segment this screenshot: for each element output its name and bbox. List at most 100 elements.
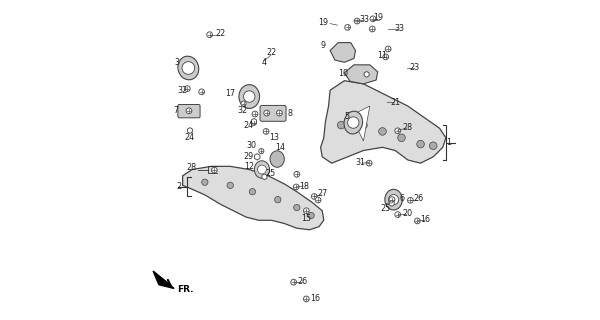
- Polygon shape: [364, 71, 369, 77]
- Text: 1: 1: [446, 138, 451, 147]
- Circle shape: [389, 197, 395, 203]
- Circle shape: [311, 194, 317, 199]
- Circle shape: [185, 86, 190, 92]
- Circle shape: [395, 212, 401, 217]
- Circle shape: [359, 121, 367, 129]
- Text: 22: 22: [266, 48, 277, 57]
- Text: 28: 28: [187, 164, 197, 172]
- Text: 24: 24: [244, 121, 254, 130]
- Circle shape: [398, 134, 406, 142]
- Text: 31: 31: [356, 158, 366, 167]
- Text: 15: 15: [301, 214, 311, 223]
- Polygon shape: [187, 128, 193, 133]
- Polygon shape: [344, 65, 378, 84]
- Circle shape: [293, 204, 300, 211]
- Text: 11: 11: [377, 52, 388, 60]
- Circle shape: [337, 121, 345, 129]
- Text: 16: 16: [421, 215, 430, 224]
- Text: 4: 4: [262, 58, 267, 67]
- Text: 18: 18: [299, 181, 309, 190]
- Ellipse shape: [385, 189, 403, 210]
- Text: 19: 19: [374, 13, 384, 22]
- Text: 25: 25: [266, 169, 276, 178]
- Polygon shape: [351, 106, 370, 141]
- Text: 19: 19: [318, 19, 328, 28]
- Circle shape: [370, 16, 376, 22]
- Circle shape: [264, 110, 269, 116]
- Text: 28: 28: [402, 123, 412, 132]
- Text: FR.: FR.: [177, 285, 194, 294]
- Text: 3: 3: [175, 58, 179, 67]
- Polygon shape: [251, 118, 256, 124]
- Circle shape: [345, 25, 350, 30]
- Polygon shape: [330, 43, 356, 62]
- Circle shape: [207, 32, 212, 37]
- Circle shape: [186, 108, 192, 114]
- Circle shape: [389, 195, 398, 205]
- Circle shape: [354, 18, 360, 24]
- Circle shape: [257, 165, 266, 174]
- Polygon shape: [262, 174, 267, 180]
- Circle shape: [199, 89, 205, 95]
- Text: 24: 24: [185, 133, 195, 142]
- Circle shape: [415, 218, 420, 224]
- Text: 32: 32: [178, 86, 188, 95]
- Circle shape: [407, 197, 413, 203]
- Circle shape: [304, 296, 309, 302]
- Circle shape: [293, 184, 299, 190]
- Circle shape: [379, 128, 386, 135]
- Circle shape: [251, 120, 257, 125]
- Circle shape: [211, 167, 217, 173]
- Text: 29: 29: [244, 152, 254, 161]
- Text: 10: 10: [338, 69, 348, 78]
- Ellipse shape: [270, 151, 284, 167]
- Text: 27: 27: [317, 189, 328, 198]
- Polygon shape: [153, 271, 174, 288]
- Text: 12: 12: [244, 163, 254, 172]
- Circle shape: [244, 91, 255, 102]
- Text: 8: 8: [287, 108, 292, 117]
- Circle shape: [395, 128, 401, 134]
- Circle shape: [417, 140, 424, 148]
- Ellipse shape: [239, 85, 260, 108]
- Text: 25: 25: [380, 204, 390, 213]
- Circle shape: [277, 110, 282, 116]
- Polygon shape: [254, 154, 260, 160]
- Text: 21: 21: [390, 98, 400, 107]
- Circle shape: [315, 197, 321, 203]
- Text: 23: 23: [410, 63, 420, 72]
- FancyBboxPatch shape: [178, 105, 200, 118]
- Text: 2: 2: [176, 182, 181, 191]
- Circle shape: [308, 212, 314, 219]
- Polygon shape: [389, 201, 394, 206]
- Circle shape: [249, 188, 256, 195]
- Text: 20: 20: [402, 209, 412, 218]
- Text: 33: 33: [394, 24, 404, 33]
- Text: 26: 26: [298, 277, 308, 286]
- Text: 6: 6: [399, 194, 404, 203]
- Circle shape: [259, 148, 264, 154]
- Text: 26: 26: [413, 194, 423, 203]
- Circle shape: [263, 129, 269, 134]
- Circle shape: [383, 54, 389, 60]
- Circle shape: [347, 117, 359, 128]
- Circle shape: [275, 196, 281, 203]
- Circle shape: [202, 179, 208, 185]
- Text: 32: 32: [237, 106, 247, 115]
- FancyBboxPatch shape: [260, 105, 286, 121]
- Circle shape: [241, 101, 246, 106]
- Text: 30: 30: [247, 141, 257, 150]
- Circle shape: [182, 62, 194, 74]
- Text: 13: 13: [269, 133, 279, 142]
- Circle shape: [294, 172, 299, 177]
- Ellipse shape: [344, 111, 362, 134]
- Text: 14: 14: [275, 143, 286, 152]
- Circle shape: [385, 46, 391, 52]
- Ellipse shape: [254, 161, 269, 178]
- Text: 33: 33: [359, 15, 369, 24]
- Circle shape: [304, 208, 309, 214]
- Polygon shape: [182, 166, 324, 230]
- Circle shape: [370, 26, 375, 32]
- Text: 22: 22: [215, 28, 225, 38]
- Polygon shape: [320, 81, 446, 163]
